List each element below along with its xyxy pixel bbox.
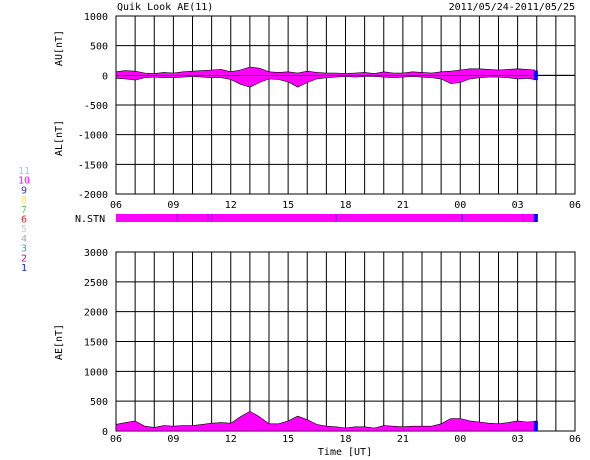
y-tick-label: 2000 (84, 308, 108, 319)
station-legend-item: 5 (21, 224, 27, 235)
x-tick-label: 12 (225, 200, 237, 211)
y-tick-label: -1000 (78, 131, 108, 142)
chart-title: Quik Look AE(11) (117, 2, 213, 13)
y-tick-label: 2500 (84, 278, 108, 289)
al-series-area (115, 75, 536, 88)
station-legend-item: 6 (21, 215, 27, 226)
y-tick-label: -2000 (78, 190, 108, 201)
x-tick-label: 06 (110, 200, 122, 211)
nstn-current-marker (533, 214, 538, 222)
y-tick-label: 1000 (84, 12, 108, 23)
y-tick-label: 3000 (84, 248, 108, 259)
x-tick-label: 09 (167, 434, 179, 445)
au-al-panel: 1000 500 0 -500 -1000 -1500 -2000 AU[nT] AL[nT] 0… (54, 12, 581, 211)
station-legend-item: 2 (21, 253, 27, 264)
y-tick-label: 1000 (84, 367, 108, 378)
x-tick-label: 09 (167, 200, 179, 211)
y-tick-label: 1500 (84, 338, 108, 349)
y-tick-label: 0 (102, 427, 108, 438)
station-legend-item: 9 (21, 185, 27, 196)
date-range: 2011/05/24-2011/05/25 (449, 2, 575, 13)
station-legend-item: 3 (21, 244, 27, 255)
au-series-area (115, 66, 536, 76)
x-tick-label: 03 (512, 434, 524, 445)
x-tick-label: 06 (569, 200, 581, 211)
station-legend-item: 4 (21, 234, 27, 245)
y-tick-label: 500 (90, 42, 108, 53)
current-time-marker (533, 70, 538, 81)
y-tick-label: 0 (102, 71, 108, 82)
station-count-strip: N.STN (75, 214, 538, 225)
ae-axis-title: AE[nT] (54, 324, 65, 360)
x-tick-label: 06 (569, 434, 581, 445)
y-tick-label: 500 (90, 397, 108, 408)
nstn-label: N.STN (75, 214, 105, 225)
ae-series-area (115, 410, 536, 432)
x-tick-label: 18 (339, 434, 351, 445)
x-axis-label: Time [UT] (318, 447, 372, 458)
al-axis-title: AL[nT] (54, 120, 65, 156)
station-legend-item: 7 (21, 205, 27, 216)
ae-current-marker (533, 420, 538, 431)
x-tick-label: 18 (339, 200, 351, 211)
x-tick-label: 21 (397, 200, 409, 211)
station-legend-item: 1 (21, 263, 27, 274)
station-legend-item: 10 (18, 176, 30, 187)
x-tick-label: 21 (397, 434, 409, 445)
x-tick-label: 00 (454, 200, 466, 211)
y-tick-label: -500 (84, 101, 108, 112)
station-legend-item: 8 (21, 195, 27, 206)
x-tick-label: 15 (282, 200, 294, 211)
x-tick-label: 06 (110, 434, 122, 445)
au-axis-title: AU[nT] (54, 30, 65, 66)
x-tick-label: 03 (512, 200, 524, 211)
y-tick-label: -1500 (78, 160, 108, 171)
x-tick-label: 15 (282, 434, 294, 445)
x-tick-label: 12 (225, 434, 237, 445)
x-tick-label: 00 (454, 434, 466, 445)
ae-panel: 3000 2500 2000 1500 1000 500 0 AE[nT] 06 09 12 15 18… (54, 248, 581, 445)
station-legend-item: 11 (18, 166, 30, 177)
nstn-bar (116, 214, 535, 222)
